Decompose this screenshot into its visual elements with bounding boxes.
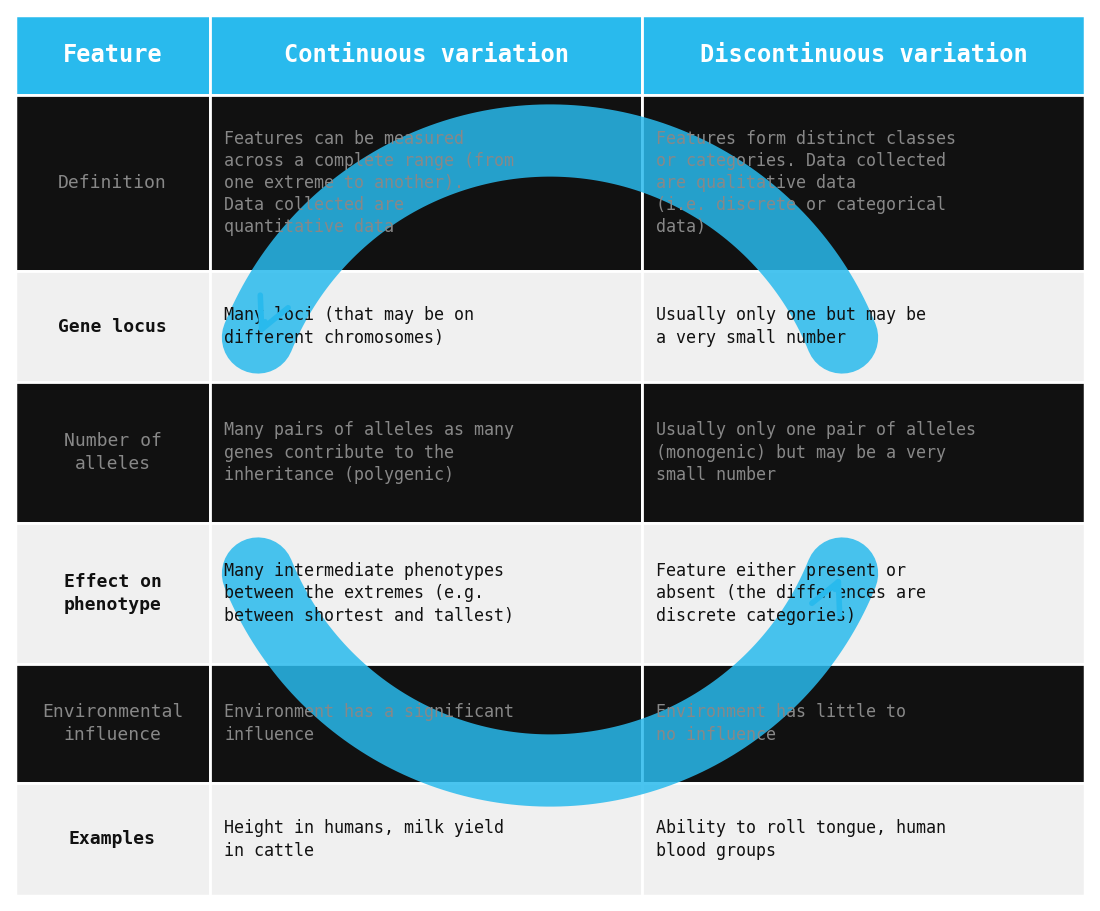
- Bar: [210, 271, 642, 382]
- Bar: [642, 382, 1085, 523]
- Bar: [642, 95, 1085, 271]
- Text: Many pairs of alleles as many
genes contribute to the
inheritance (polygenic): Many pairs of alleles as many genes cont…: [224, 421, 514, 484]
- Bar: [15, 382, 210, 523]
- Text: Feature: Feature: [63, 43, 163, 67]
- Bar: [210, 523, 642, 664]
- Text: Ability to roll tongue, human
blood groups: Ability to roll tongue, human blood grou…: [656, 819, 946, 860]
- Text: Many loci (that may be on
different chromosomes): Many loci (that may be on different chro…: [224, 306, 474, 346]
- Text: Number of
alleles: Number of alleles: [64, 433, 162, 473]
- Bar: [15, 783, 210, 896]
- Text: Definition: Definition: [58, 174, 167, 192]
- Text: Usually only one pair of alleles
(monogenic) but may be a very
small number: Usually only one pair of alleles (monoge…: [656, 421, 976, 484]
- Text: Environmental
influence: Environmental influence: [42, 703, 184, 743]
- Bar: [210, 664, 642, 783]
- Text: Environment has little to
no influence: Environment has little to no influence: [656, 703, 906, 743]
- Text: Gene locus: Gene locus: [58, 318, 167, 335]
- Text: Environment has a significant
influence: Environment has a significant influence: [224, 703, 514, 743]
- Text: Height in humans, milk yield
in cattle: Height in humans, milk yield in cattle: [224, 819, 504, 860]
- Bar: [210, 382, 642, 523]
- Bar: [15, 271, 210, 382]
- Text: Many intermediate phenotypes
between the extremes (e.g.
between shortest and tal: Many intermediate phenotypes between the…: [224, 562, 514, 625]
- Bar: [642, 15, 1085, 95]
- Bar: [642, 664, 1085, 783]
- Bar: [210, 15, 642, 95]
- Bar: [210, 783, 642, 896]
- Bar: [210, 95, 642, 271]
- Bar: [15, 523, 210, 664]
- Bar: [642, 271, 1085, 382]
- Text: Usually only one but may be
a very small number: Usually only one but may be a very small…: [656, 306, 926, 346]
- Bar: [15, 664, 210, 783]
- Text: Discontinuous variation: Discontinuous variation: [700, 43, 1027, 67]
- Bar: [642, 783, 1085, 896]
- Bar: [15, 15, 210, 95]
- Text: Feature either present or
absent (the differences are
discrete categories): Feature either present or absent (the di…: [656, 562, 926, 625]
- Bar: [15, 95, 210, 271]
- Bar: [642, 523, 1085, 664]
- Text: Effect on
phenotype: Effect on phenotype: [64, 573, 162, 614]
- Text: Examples: Examples: [69, 831, 156, 848]
- Text: Features form distinct classes
or categories. Data collected
are qualitative dat: Features form distinct classes or catego…: [656, 129, 956, 236]
- Text: Continuous variation: Continuous variation: [284, 43, 569, 67]
- Text: Features can be measured
across a complete range (from
one extreme to another).
: Features can be measured across a comple…: [224, 129, 514, 236]
